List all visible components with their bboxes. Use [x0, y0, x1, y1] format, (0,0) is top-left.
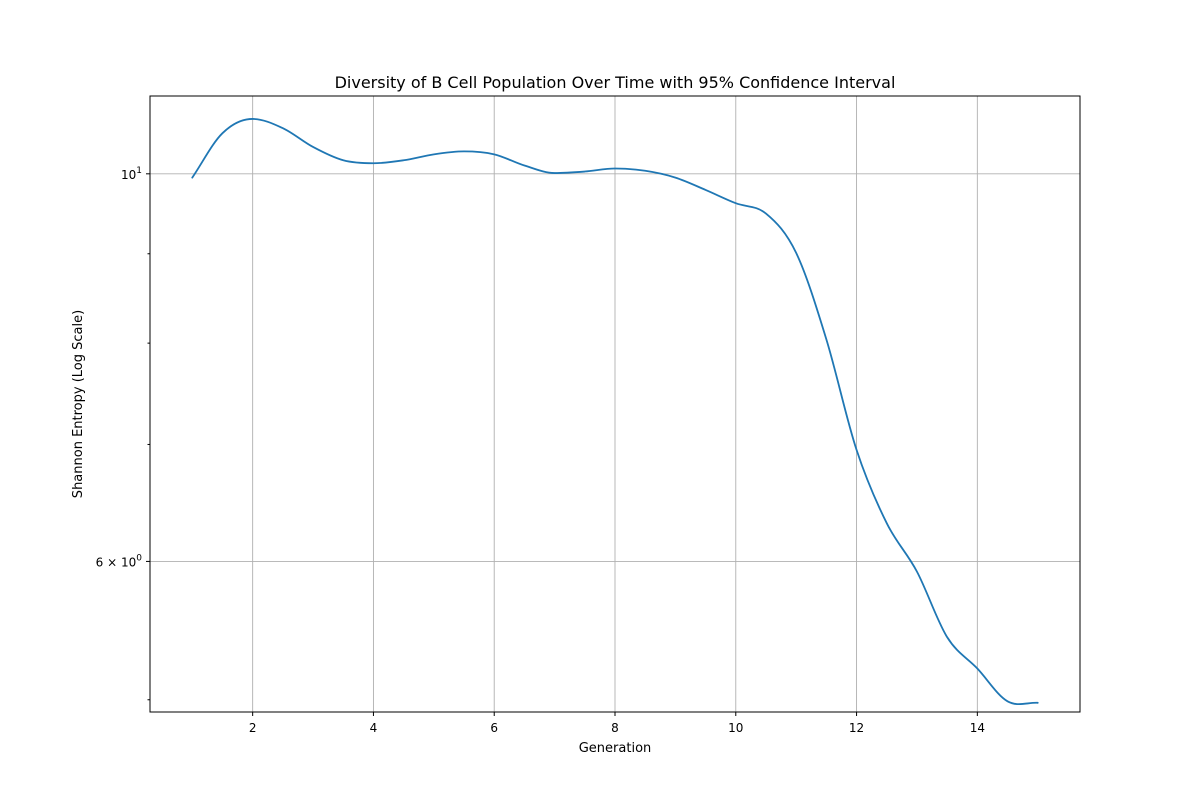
x-tick-label: 8 [611, 721, 619, 735]
x-tick-label: 10 [728, 721, 743, 735]
series-line [191, 118, 1039, 706]
x-tick-label: 4 [370, 721, 378, 735]
chart-title: Diversity of B Cell Population Over Time… [335, 73, 896, 92]
gridlines [150, 96, 1080, 712]
y-axis-label: Shannon Entropy (Log Scale) [71, 310, 86, 498]
x-tick-label: 12 [849, 721, 864, 735]
x-tick-label: 6 [490, 721, 498, 735]
y-tick-label-exponent: 1 [136, 166, 142, 176]
y-tick-label-base: 6 × 10 [96, 555, 137, 569]
x-axis-label: Generation [579, 741, 652, 756]
series-layer [191, 118, 1039, 706]
y-tick-label-base: 10 [121, 168, 136, 182]
y-tick-label: 101 [121, 166, 142, 182]
y-tick-label: 6 × 100 [96, 553, 143, 569]
x-tick-label: 14 [970, 721, 985, 735]
x-tick-label: 2 [249, 721, 257, 735]
y-tick-label-exponent: 0 [136, 553, 142, 563]
